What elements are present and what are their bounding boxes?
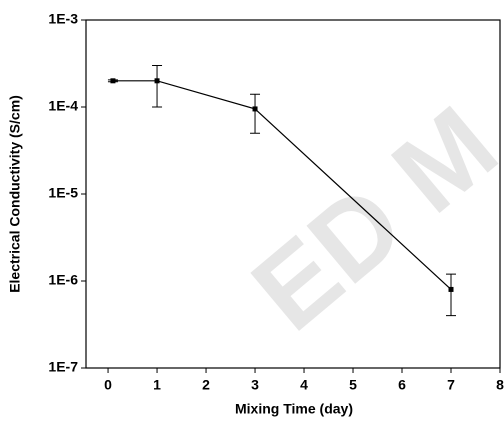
y-tick-label: 1E-4 (48, 98, 78, 114)
error-bar (250, 93, 261, 134)
line (112, 80, 452, 290)
y-tick-label: 1E-5 (48, 185, 78, 201)
x-tick-label: 7 (447, 377, 455, 393)
marker (448, 286, 454, 292)
x-tick-label: 2 (202, 377, 210, 393)
marker (252, 106, 258, 112)
x-tick-label: 3 (251, 377, 259, 393)
y-axis-label: Electrical Conductivity (S/cm) (7, 95, 23, 293)
y-tick-label: 1E-3 (48, 11, 78, 27)
x-axis-label: Mixing Time (day) (235, 401, 353, 417)
error-bar (446, 273, 457, 317)
y-tick-label: 1E-7 (48, 359, 78, 375)
marker (110, 78, 116, 84)
marker (154, 78, 160, 84)
x-tick-label: 8 (496, 377, 504, 393)
x-tick-label: 6 (398, 377, 406, 393)
y-tick-label: 1E-6 (48, 272, 78, 288)
x-tick-label: 0 (104, 377, 112, 393)
x-tick-label: 1 (153, 377, 161, 393)
x-tick-label: 4 (300, 377, 308, 393)
x-tick-label: 5 (349, 377, 357, 393)
error-bar (152, 64, 163, 108)
